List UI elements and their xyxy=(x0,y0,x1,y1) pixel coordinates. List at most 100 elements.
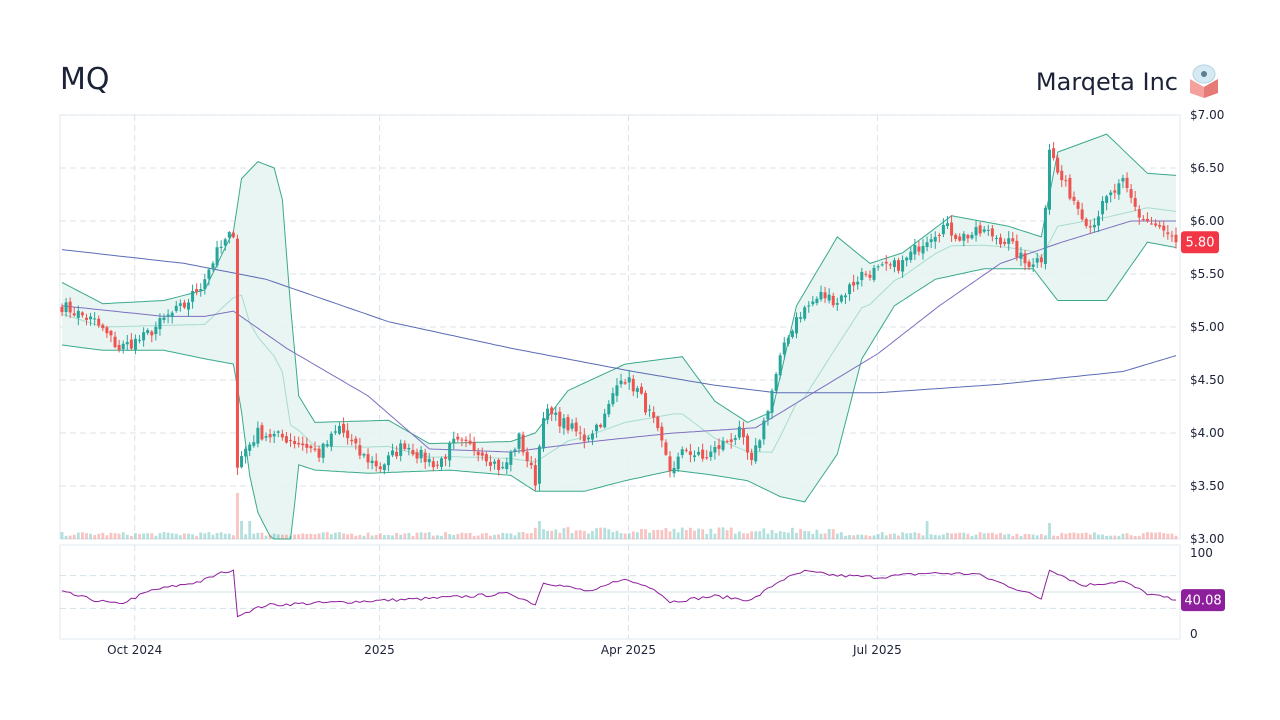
volume-bar xyxy=(599,527,603,539)
candle-body xyxy=(439,458,443,467)
candle-body xyxy=(419,450,423,459)
volume-bar xyxy=(195,535,199,539)
candle-body xyxy=(733,438,737,440)
volume-bar xyxy=(248,521,252,539)
time-tick-label: Oct 2024 xyxy=(107,643,162,657)
candle xyxy=(1158,220,1162,230)
candle-body xyxy=(782,342,786,355)
candle xyxy=(913,238,917,260)
volume-bar xyxy=(183,533,186,539)
volume-bar xyxy=(395,532,399,539)
company-name: Marqeta Inc xyxy=(1035,68,1178,96)
candle-body xyxy=(668,456,672,472)
candle-body xyxy=(399,443,403,456)
candle xyxy=(244,446,248,464)
candle xyxy=(966,233,970,243)
candle-body xyxy=(586,437,590,440)
candle xyxy=(501,461,505,470)
candle xyxy=(1101,196,1105,221)
volume-bar xyxy=(1044,535,1047,539)
candle xyxy=(664,439,668,456)
candle-body xyxy=(378,466,382,470)
candle-body xyxy=(684,449,688,451)
candle xyxy=(1084,217,1088,229)
volume-bar xyxy=(431,535,435,539)
candle-body xyxy=(533,465,537,486)
volume-bar xyxy=(823,533,827,539)
volume-bar xyxy=(827,528,831,539)
volume-bar xyxy=(1023,533,1027,539)
candle-body xyxy=(178,303,182,306)
candle xyxy=(1048,143,1052,215)
volume-bar xyxy=(982,533,986,539)
candle xyxy=(1166,225,1170,240)
candle xyxy=(578,425,582,441)
volume-bar xyxy=(872,535,876,539)
volume-bar xyxy=(725,530,729,539)
candle xyxy=(293,436,297,449)
candle xyxy=(325,440,329,448)
candle xyxy=(509,449,513,472)
candle xyxy=(521,431,525,456)
candlesticks xyxy=(60,142,1178,491)
candle-body xyxy=(1080,209,1084,220)
volume-bar xyxy=(215,533,219,539)
candle-body xyxy=(89,316,93,320)
volume-bar xyxy=(1060,532,1064,539)
candle-body xyxy=(721,440,725,450)
candle xyxy=(1113,183,1117,199)
last-rsi-badge xyxy=(1181,589,1225,612)
candle-body xyxy=(521,434,525,453)
candle xyxy=(684,447,688,453)
volume-bar xyxy=(631,531,635,539)
volume-bar xyxy=(1088,534,1092,539)
candle xyxy=(235,234,239,476)
volume-bar xyxy=(382,535,386,539)
candle-body xyxy=(1035,258,1039,263)
candle-body xyxy=(329,433,333,447)
candle xyxy=(709,445,713,461)
candle xyxy=(656,415,660,432)
candle xyxy=(590,430,594,446)
candle-body xyxy=(129,339,133,349)
candle xyxy=(1060,165,1064,188)
volume-bar xyxy=(1129,535,1133,539)
candle xyxy=(301,436,305,451)
candle xyxy=(909,246,913,263)
volume-bar xyxy=(697,528,700,539)
candle-body xyxy=(1145,218,1149,222)
candle xyxy=(558,406,562,434)
candle-body xyxy=(105,327,109,334)
bollinger-lower-line xyxy=(61,241,1177,540)
candle xyxy=(835,297,839,311)
candle xyxy=(138,335,142,344)
candle-body xyxy=(639,386,643,394)
volume-bar xyxy=(582,530,586,539)
volume-bar xyxy=(852,535,856,539)
candle xyxy=(554,406,558,421)
candle-body xyxy=(546,408,550,420)
candle-body xyxy=(411,450,415,455)
candle-body xyxy=(1023,253,1027,264)
candle xyxy=(717,438,721,456)
volume-bar xyxy=(807,531,811,539)
candle xyxy=(790,329,794,339)
candle-body xyxy=(799,317,803,319)
candle-body xyxy=(737,426,741,438)
volume-bar xyxy=(199,532,203,539)
candle-body xyxy=(211,263,215,269)
candle xyxy=(525,447,529,468)
candle-body xyxy=(1052,148,1056,159)
candle xyxy=(113,331,117,349)
volume-bar xyxy=(595,528,598,539)
candle-body xyxy=(488,462,492,466)
volume-bar xyxy=(946,532,949,539)
candle xyxy=(1043,205,1047,270)
candle-body xyxy=(427,458,431,463)
candle xyxy=(758,438,762,452)
volume-bar xyxy=(990,532,994,539)
volume-bar xyxy=(191,534,194,539)
volume-bar xyxy=(611,532,615,539)
volume-bar xyxy=(60,532,64,539)
candle xyxy=(162,313,166,324)
